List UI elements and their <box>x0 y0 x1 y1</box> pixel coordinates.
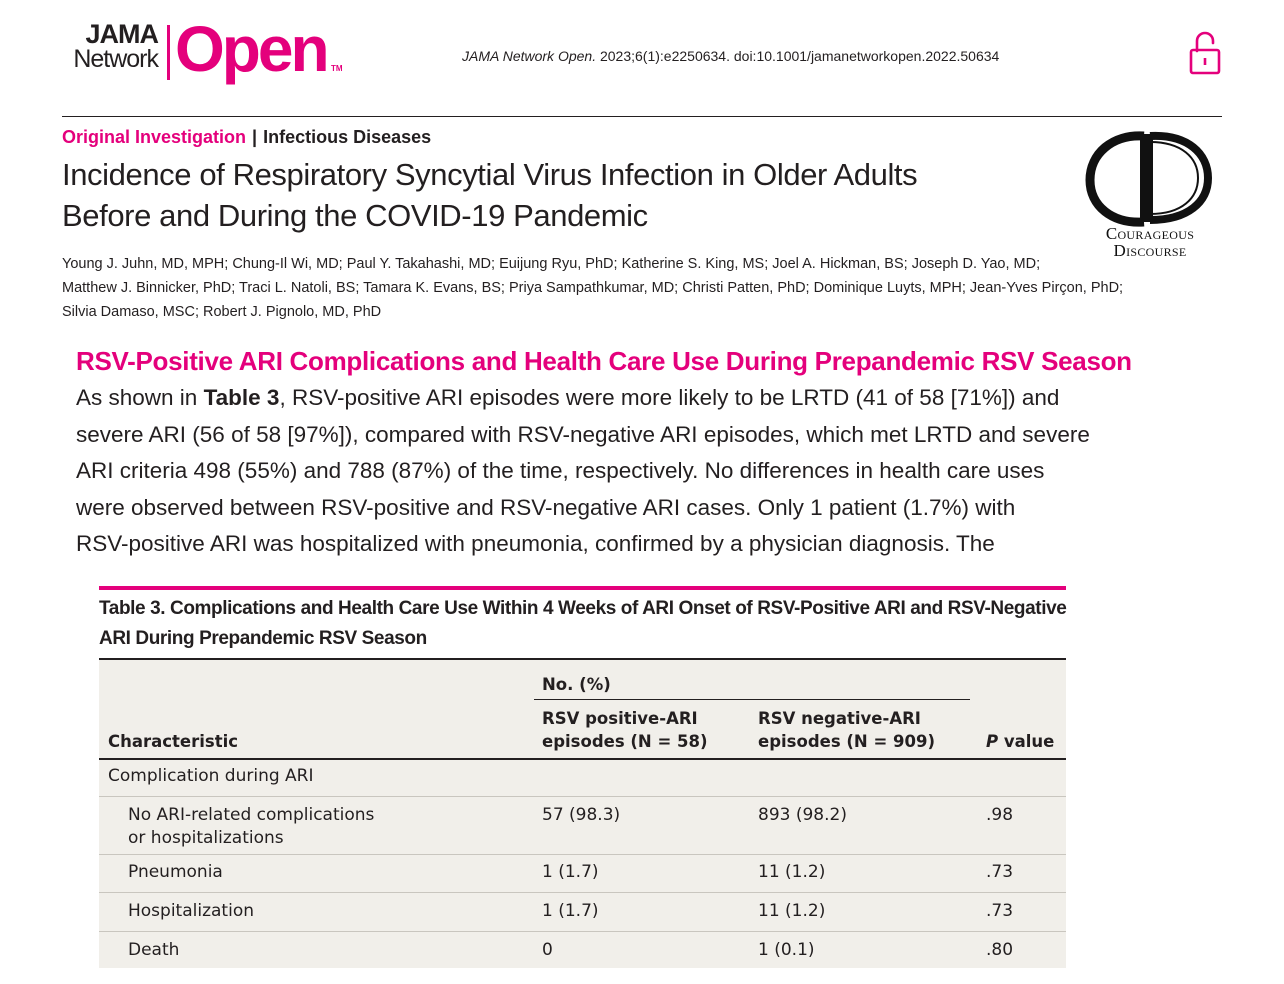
cell-rsv-positive: 57 (98.3) <box>542 805 621 825</box>
body-paragraph: As shown in Table 3, RSV-positive ARI ep… <box>76 380 1166 563</box>
row-divider <box>99 931 1066 932</box>
article-title-line: Incidence of Respiratory Syncytial Virus… <box>62 157 918 192</box>
row-divider <box>99 854 1066 855</box>
paragraph-line: ARI criteria 498 (55%) and 788 (87%) of … <box>76 458 1045 483</box>
col-header-line: RSV negative-ARI <box>758 709 921 728</box>
cell-p-value: .80 <box>986 940 1014 960</box>
header-rule <box>62 116 1222 117</box>
citation-details: 2023;6(1):e2250634. doi:10.1001/jamanetw… <box>596 48 1000 64</box>
row-divider <box>99 796 1066 797</box>
author-line: Young J. Juhn, MD, MPH; Chung-Il Wi, MD;… <box>62 256 1041 272</box>
author-list: Young J. Juhn, MD, MPH; Chung-Il Wi, MD;… <box>62 252 1192 324</box>
wordmark-line: Discourse <box>1113 241 1187 260</box>
col-header-line: RSV positive-ARI <box>542 709 698 728</box>
paragraph-text: As shown in <box>76 385 204 410</box>
row-label-line: or hospitalizations <box>128 828 284 848</box>
row-label: No ARI-related complications or hospital… <box>128 804 374 850</box>
journal-logo-network: Network <box>73 45 159 73</box>
article-title: Incidence of Respiratory Syncytial Virus… <box>62 154 1052 236</box>
col-header-line: episodes (N = 58) <box>542 732 708 751</box>
col-header-rsv-negative: RSV negative-ARI episodes (N = 909) <box>758 707 935 753</box>
paragraph-text: , RSV-positive ARI episodes were more li… <box>279 385 1060 410</box>
table-accent-bar <box>99 586 1066 590</box>
cell-rsv-positive: 1 (1.7) <box>542 862 599 882</box>
group-header-rule <box>534 699 970 700</box>
row-label: Death <box>128 940 180 960</box>
col-header-p-value: P value <box>986 730 1054 753</box>
row-divider <box>99 892 1066 893</box>
cell-rsv-negative: 893 (98.2) <box>758 805 847 825</box>
row-label: Pneumonia <box>128 862 223 882</box>
group-header: No. (%) <box>542 675 611 694</box>
table-reference-link[interactable]: Table 3 <box>203 385 280 410</box>
col-header-line: episodes (N = 909) <box>758 732 936 751</box>
col-header-rsv-positive: RSV positive-ARI episodes (N = 58) <box>542 707 708 753</box>
table-body <box>99 658 1066 968</box>
table-section-row: Complication during ARI <box>108 766 314 786</box>
cell-rsv-negative: 1 (0.1) <box>758 940 815 960</box>
table-caption: Table 3. Complications and Health Care U… <box>99 594 1079 654</box>
cell-p-value: .73 <box>986 901 1014 921</box>
cell-rsv-negative: 11 (1.2) <box>758 901 826 921</box>
article-kicker: Original Investigation | Infectious Diseas… <box>62 127 431 148</box>
header-bottom-rule <box>99 758 1066 760</box>
wordmark-line: Courageous <box>1105 224 1195 243</box>
p-suffix: value <box>998 732 1055 751</box>
cell-p-value: .98 <box>986 805 1014 825</box>
article-title-line: Before and During the COVID-19 Pandemic <box>62 198 648 233</box>
paragraph-line: severe ARI (56 of 58 [97%]), compared wi… <box>76 421 1090 447</box>
cell-rsv-positive: 1 (1.7) <box>542 901 599 921</box>
row-label-line: No ARI-related complications <box>128 805 375 825</box>
p-italic: P <box>986 732 999 751</box>
author-line: Silvia Damaso, MSC; Robert J. Pignolo, M… <box>62 304 382 320</box>
courageous-discourse-wordmark: Courageous Discourse <box>1080 225 1220 259</box>
cell-rsv-negative: 11 (1.2) <box>758 862 826 882</box>
article-type[interactable]: Original Investigation <box>62 127 247 147</box>
citation: JAMA Network Open. 2023;6(1):e2250634. d… <box>462 48 999 64</box>
trademark-mark: TM <box>331 64 343 73</box>
kicker-separator: | <box>252 127 258 147</box>
open-lock-icon[interactable] <box>1188 30 1222 76</box>
paragraph-line: RSV-positive ARI was hospitalized with p… <box>76 531 995 556</box>
journal-logo-jama: JAMA <box>85 19 159 49</box>
row-label: Hospitalization <box>128 901 254 921</box>
cell-p-value: .73 <box>986 862 1014 882</box>
section-heading: RSV-Positive ARI Complications and Healt… <box>76 346 1132 376</box>
article-category[interactable]: Infectious Diseases <box>263 127 432 147</box>
journal-logo-divider <box>167 25 170 80</box>
paragraph-line: As shown in Table 3, RSV-positive ARI ep… <box>76 380 1166 417</box>
courageous-discourse-logo <box>1085 131 1213 227</box>
table-caption-line: Table 3. Complications and Health Care U… <box>99 598 1067 619</box>
citation-journal: JAMA Network Open. <box>462 48 597 64</box>
journal-logo-open: Open <box>175 13 330 85</box>
author-line: Matthew J. Binnicker, PhD; Traci L. Nato… <box>62 280 1124 296</box>
cell-rsv-positive: 0 <box>542 940 553 960</box>
paragraph-line: were observed between RSV-positive and R… <box>76 494 1016 520</box>
table-caption-line: ARI During Prepandemic RSV Season <box>99 628 427 649</box>
col-header-characteristic: Characteristic <box>108 732 239 751</box>
